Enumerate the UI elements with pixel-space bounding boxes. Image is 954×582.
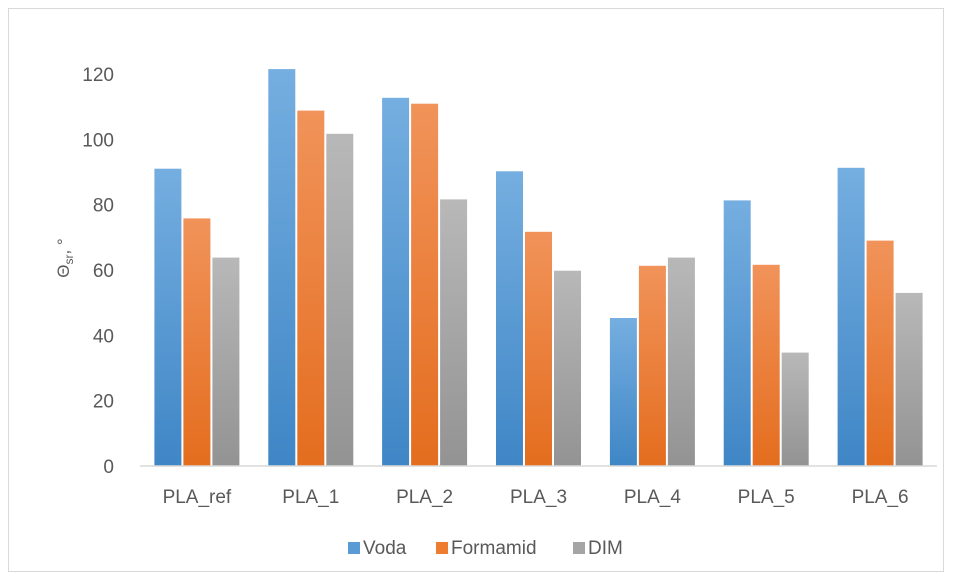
bar-dim-pla_3 — [554, 270, 581, 466]
y-tick-label: 0 — [103, 457, 114, 478]
bar-formamid-pla_ref — [183, 218, 211, 466]
bar-voda-pla_2 — [382, 97, 410, 467]
bar-voda-pla_3 — [496, 171, 523, 467]
legend-swatch-dim — [573, 542, 585, 554]
bar-dim-pla_4 — [667, 257, 695, 466]
bars — [154, 69, 923, 467]
bar-voda-pla_4 — [609, 318, 637, 466]
x-tick-label: PLA_4 — [624, 487, 681, 508]
legend-label-voda: Voda — [363, 538, 407, 559]
legend-label-formamid: Formamid — [451, 538, 537, 559]
bar-voda-pla_5 — [723, 200, 751, 466]
bar-formamid-pla_6 — [866, 240, 894, 466]
bar-dim-pla_1 — [326, 133, 354, 467]
bar-formamid-pla_1 — [297, 110, 325, 466]
x-tick-label: PLA_3 — [510, 487, 567, 508]
legend: Voda Formamid DIM — [348, 538, 623, 559]
x-tick-label: PLA_6 — [852, 487, 909, 508]
bar-voda-pla_ref — [154, 168, 182, 466]
bar-formamid-pla_4 — [638, 265, 666, 466]
x-axis-ticks: PLA_ref PLA_1 PLA_2 PLA_3 PLA_4 PLA_5 PLA_6 — [163, 487, 909, 508]
bar-formamid-pla_5 — [752, 264, 780, 466]
legend-swatch-voda — [348, 542, 360, 554]
y-axis-title: Θsr, ° — [54, 238, 76, 277]
bar-dim-pla_ref — [212, 257, 240, 466]
bar-formamid-pla_2 — [411, 103, 439, 466]
x-tick-label: PLA_1 — [282, 487, 339, 508]
bar-voda-pla_1 — [268, 69, 296, 466]
y-tick-label: 100 — [82, 130, 114, 151]
legend-swatch-formamid — [436, 542, 448, 554]
x-tick-label: PLA_2 — [396, 487, 453, 508]
bar-voda-pla_6 — [837, 167, 865, 467]
y-tick-label: 60 — [93, 261, 114, 282]
bar-dim-pla_5 — [781, 352, 809, 466]
x-tick-label: PLA_ref — [163, 487, 232, 508]
legend-label-dim: DIM — [588, 538, 623, 559]
y-tick-label: 40 — [93, 326, 114, 347]
y-axis-ticks: 0 20 40 60 80 100 120 — [82, 65, 114, 478]
bar-dim-pla_2 — [440, 199, 468, 466]
y-tick-label: 20 — [93, 392, 114, 413]
bar-formamid-pla_3 — [525, 231, 552, 466]
x-tick-label: PLA_5 — [738, 487, 795, 508]
bar-dim-pla_6 — [895, 292, 923, 466]
y-tick-label: 120 — [82, 65, 114, 86]
y-tick-label: 80 — [93, 196, 114, 217]
